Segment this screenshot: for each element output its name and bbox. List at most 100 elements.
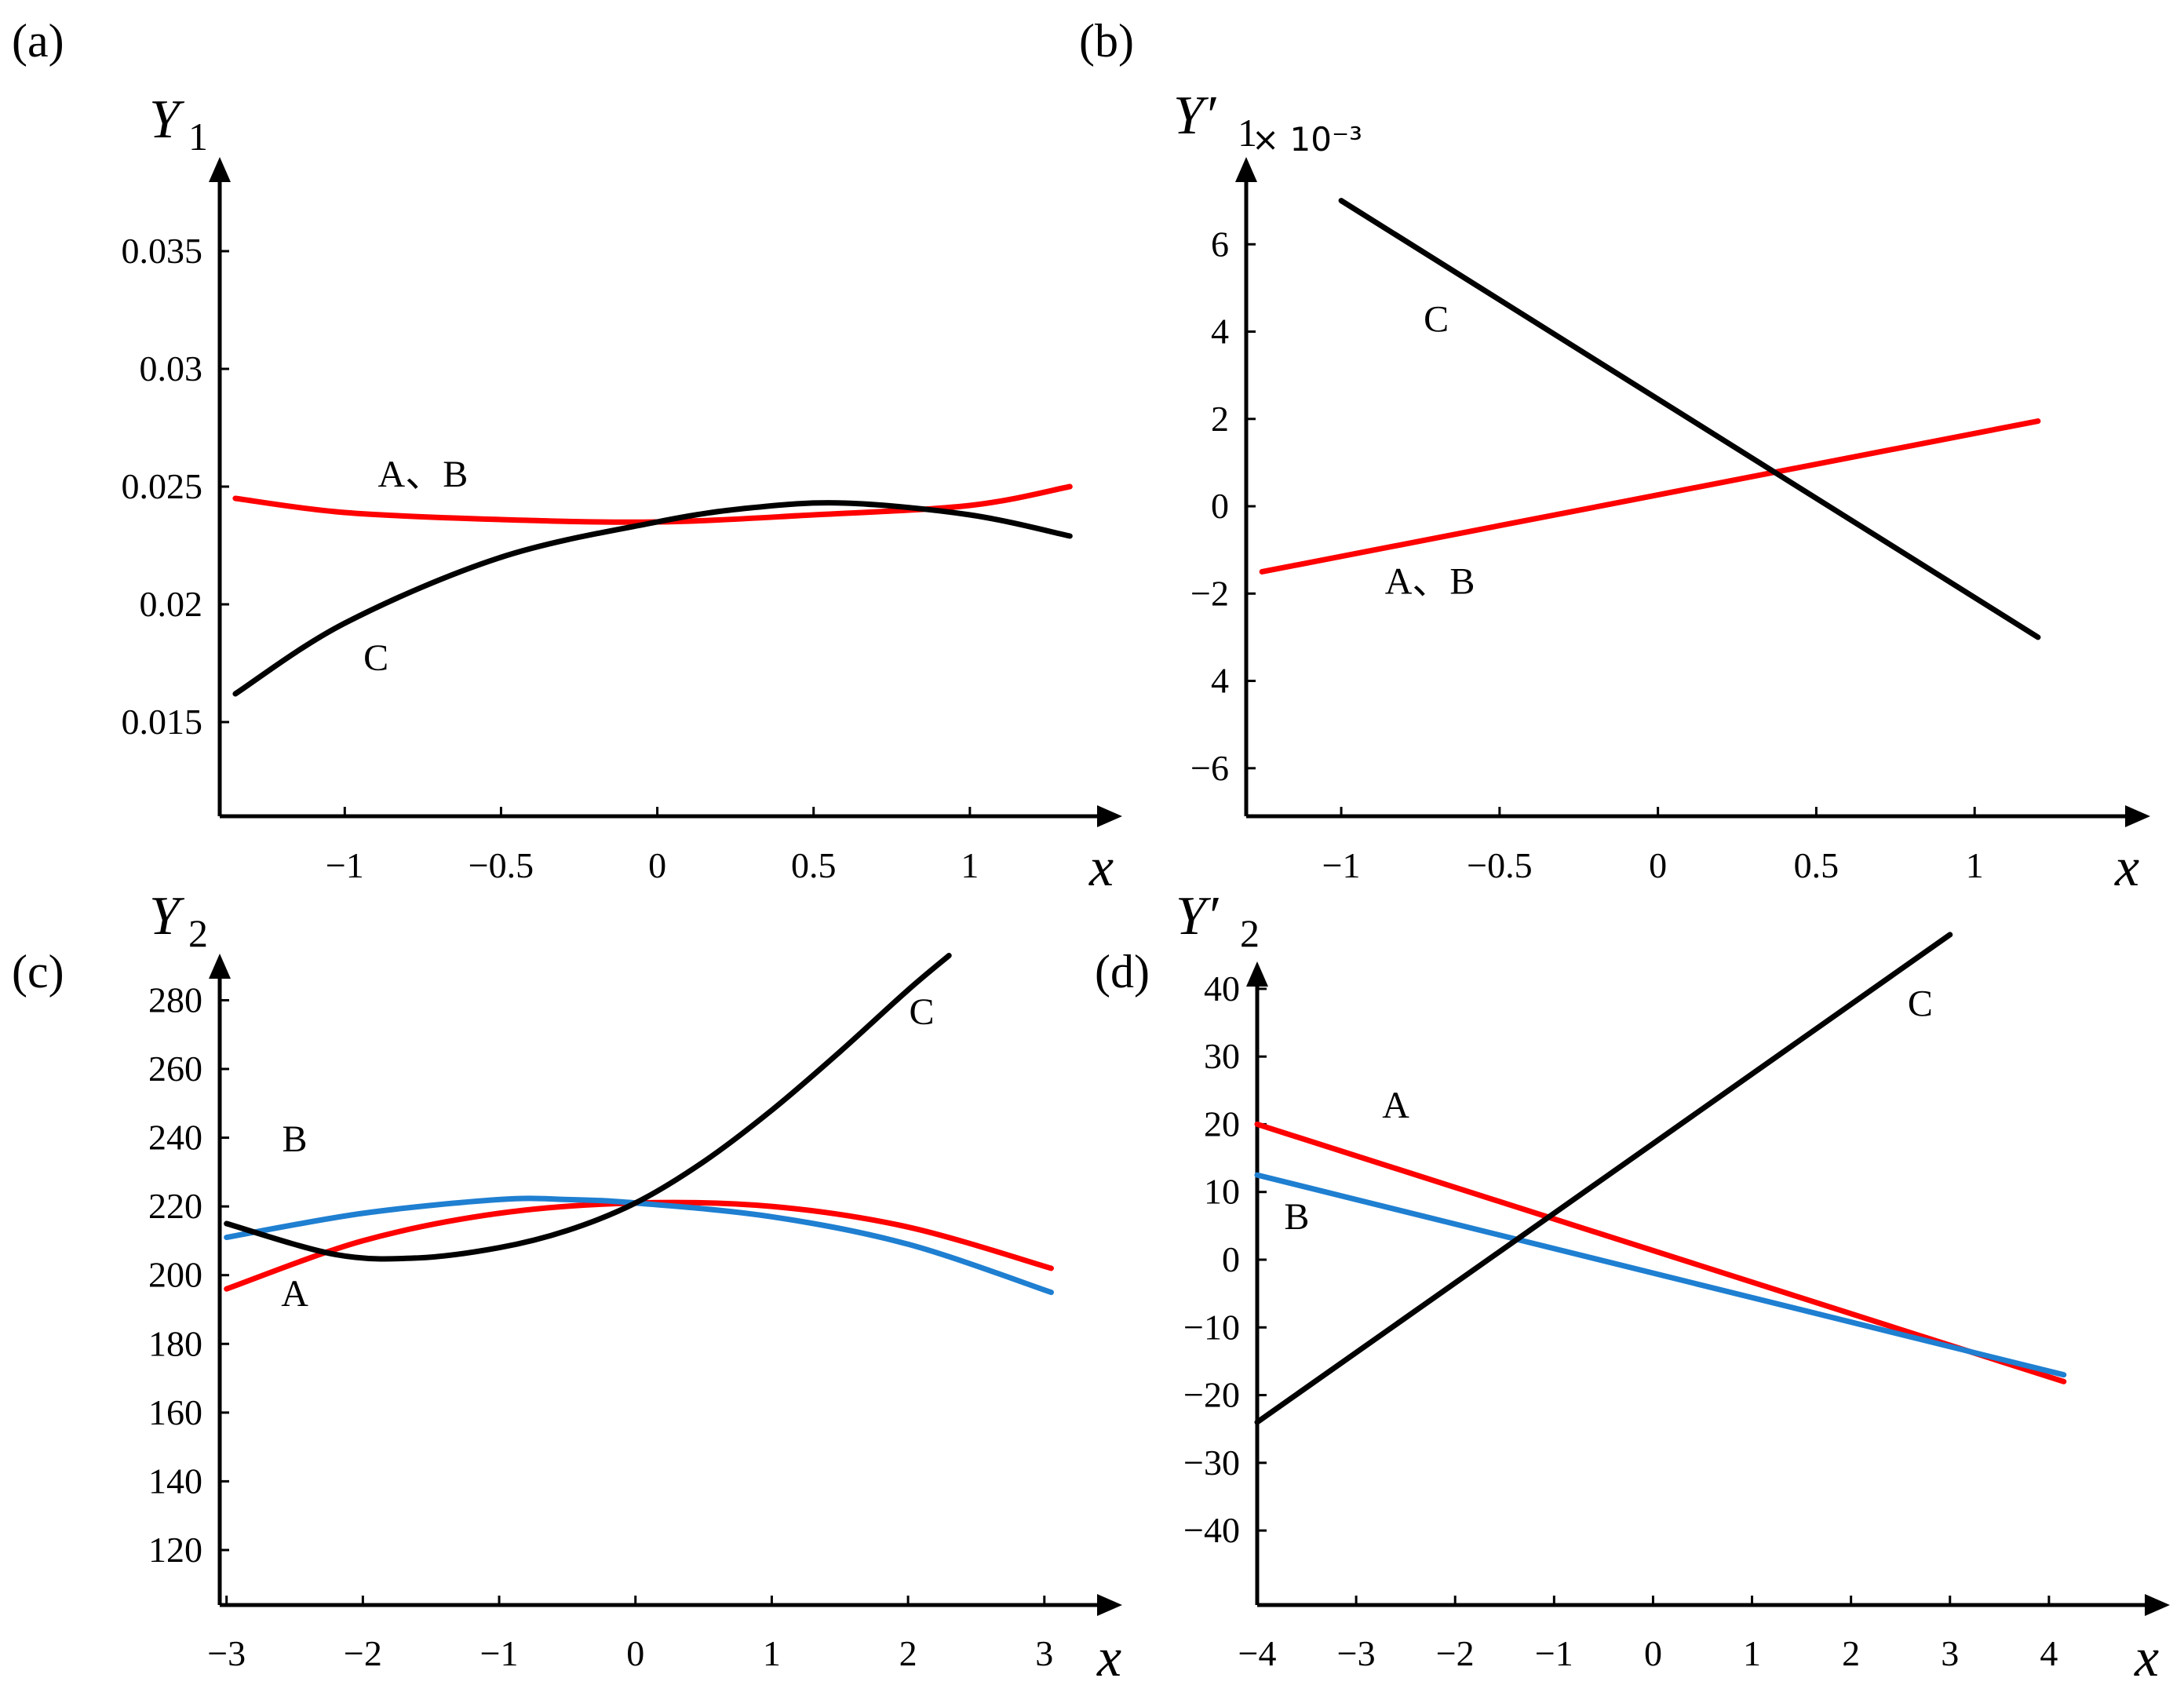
x-tick-label: −2 — [1436, 1633, 1475, 1673]
series-line-c — [1338, 198, 2041, 640]
y-axis-title-subscript: 1 — [188, 115, 208, 159]
panel-d: (d)Y′ 2x−4 −3 −2 −1 0 1 2 3 4−40−30−20−1001020304… — [1095, 886, 2170, 1688]
x-tick-label: 1 — [1966, 845, 1984, 885]
x-axis-arrow-icon — [2125, 805, 2150, 827]
panel-a: (a)Y 1x−1 −0.5 0 0.5 10.0150.020.0250.030.035… — [12, 15, 1122, 898]
y-tick-label: 10 — [1204, 1172, 1240, 1212]
y-tick-label: 120 — [148, 1530, 202, 1570]
x-tick-label: 0 — [1649, 845, 1667, 885]
series-line-ab — [1259, 418, 2041, 575]
y-tick-label: 0.03 — [140, 348, 203, 389]
y-tick-label: 200 — [148, 1255, 202, 1295]
x-tick-label: −0.5 — [469, 845, 534, 885]
y-axis-title-subscript: 2 — [188, 911, 208, 955]
y-tick-label: 180 — [148, 1323, 202, 1363]
x-axis-arrow-icon — [1097, 805, 1122, 827]
y-tick-label: 30 — [1204, 1036, 1240, 1076]
x-tick-label: −0.5 — [1467, 845, 1532, 885]
x-tick-label: 4 — [2040, 1633, 2058, 1673]
curve-label: C — [363, 637, 388, 679]
x-tick-label: −1 — [1322, 845, 1361, 885]
x-axis-title: x — [1096, 1628, 1121, 1688]
y-tick-label: 40 — [1204, 969, 1240, 1009]
x-axis-title: x — [1088, 837, 1114, 898]
y-tick-label: −30 — [1183, 1443, 1240, 1483]
curve-label: B — [1284, 1196, 1309, 1238]
x-tick-label: 1 — [763, 1633, 781, 1673]
x-tick-label: 2 — [899, 1633, 917, 1673]
x-tick-label: −3 — [1337, 1633, 1376, 1673]
x-tick-label: 0.5 — [1794, 845, 1839, 885]
x-tick-label: 2 — [1842, 1633, 1860, 1673]
panel-c-label: (c) — [12, 946, 64, 998]
x-tick-label: 0.5 — [791, 845, 837, 885]
x-tick-label: −4 — [1238, 1633, 1277, 1673]
x-tick-label: −3 — [207, 1633, 246, 1673]
series-line-c — [1254, 932, 1953, 1425]
x-axis-arrow-icon — [2145, 1594, 2170, 1616]
y-tick-label: 4 — [1211, 661, 1229, 701]
y-tick-label: 260 — [148, 1049, 202, 1089]
curve-label: A — [1382, 1085, 1409, 1126]
series-line-b — [1254, 1172, 2067, 1378]
curve-label: A、B — [1385, 560, 1475, 602]
x-tick-label: −1 — [1535, 1633, 1573, 1673]
y-tick-label: 2 — [1211, 399, 1229, 439]
x-tick-label: 1 — [961, 845, 979, 885]
x-tick-label: 0 — [1644, 1633, 1662, 1673]
y-tick-label: 0 — [1211, 486, 1229, 526]
y-tick-label: 0.015 — [122, 702, 203, 742]
y-axis-title-subscript: 1 — [1238, 111, 1257, 155]
y-tick-label: −20 — [1183, 1375, 1240, 1415]
panel-d-label: (d) — [1095, 946, 1150, 998]
x-tick-label: −2 — [344, 1633, 382, 1673]
y-tick-label: 0.025 — [122, 466, 203, 506]
y-tick-label: 220 — [148, 1186, 202, 1226]
x-axis-title: x — [2134, 1628, 2159, 1688]
y-tick-label: 0.035 — [122, 231, 203, 271]
y-tick-label: −40 — [1183, 1510, 1240, 1550]
x-tick-label: 1 — [1743, 1633, 1761, 1673]
panel-a-label: (a) — [12, 15, 64, 67]
x-tick-label: 3 — [1941, 1633, 1959, 1673]
y-tick-label: 6 — [1211, 224, 1229, 264]
y-axis-arrow-icon — [209, 954, 231, 979]
y-axis-title: Y′ — [1173, 86, 1217, 146]
y-axis-title: Y′ — [1176, 886, 1220, 947]
x-tick-label: 3 — [1035, 1633, 1053, 1673]
curve-label: A、B — [378, 454, 469, 495]
y-tick-label: −6 — [1190, 748, 1229, 788]
x-tick-label: 0 — [626, 1633, 644, 1673]
y-tick-label: 4 — [1211, 312, 1229, 352]
y-axis-arrow-icon — [1246, 961, 1268, 987]
curve-label: C — [1424, 299, 1449, 341]
y-tick-label: −2 — [1190, 573, 1229, 613]
panel-c: (c)Y 2x−3 −2 −1 0 1 2 3120140160180200220240260… — [12, 886, 1122, 1688]
x-axis-title: x — [2114, 837, 2139, 898]
series-line-c — [224, 953, 952, 1262]
panel-b-label: (b) — [1079, 15, 1134, 67]
x-axis-arrow-icon — [1097, 1594, 1122, 1616]
curve-label: C — [909, 991, 934, 1033]
y-axis-arrow-icon — [1235, 157, 1257, 182]
x-tick-label: 0 — [648, 845, 666, 885]
y-axis-arrow-icon — [209, 157, 231, 182]
x-tick-label: −1 — [326, 845, 364, 885]
curve-label: A — [281, 1273, 308, 1315]
y-tick-label: 140 — [148, 1461, 202, 1501]
y-tick-label: −10 — [1183, 1307, 1240, 1347]
series-line-b — [224, 1195, 1054, 1296]
y-tick-label: 280 — [148, 979, 202, 1020]
x-tick-label: −1 — [480, 1633, 519, 1673]
y-axis-multiplier: × 10⁻³ — [1252, 120, 1362, 159]
y-tick-label: 240 — [148, 1118, 202, 1158]
y-tick-label: 20 — [1204, 1104, 1240, 1144]
y-axis-title: Y — [149, 886, 185, 947]
y-axis-title-subscript: 2 — [1240, 911, 1260, 955]
series-line-ab — [232, 483, 1073, 525]
y-tick-label: 160 — [148, 1392, 202, 1432]
y-tick-label: 0.02 — [140, 584, 203, 624]
y-tick-label: 0 — [1222, 1239, 1240, 1279]
curve-label: C — [1908, 983, 1933, 1024]
